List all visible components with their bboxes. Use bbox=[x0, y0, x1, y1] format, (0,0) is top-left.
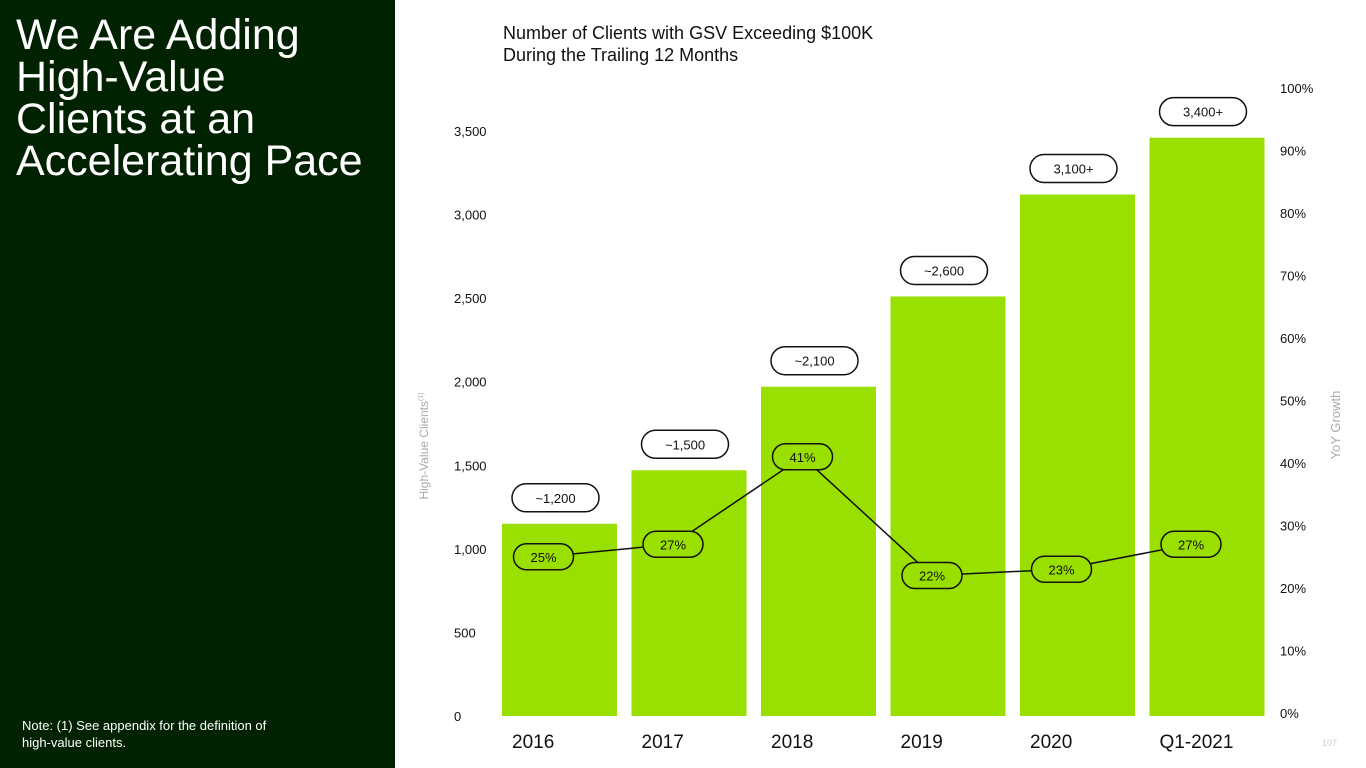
x-tick-label: 2016 bbox=[512, 732, 554, 753]
growth-point bbox=[771, 443, 834, 471]
growth-point bbox=[642, 530, 704, 558]
x-tick-label: 2018 bbox=[771, 732, 813, 753]
value-callout bbox=[640, 429, 730, 460]
left-axis-tick-label: 1,000 bbox=[454, 542, 487, 557]
x-tick-label: 2017 bbox=[642, 732, 684, 753]
right-axis-tick-label: 50% bbox=[1280, 394, 1306, 409]
chart-title: Number of Clients with GSV Exceeding $10… bbox=[503, 23, 874, 65]
right-axis-tick-label: 30% bbox=[1280, 519, 1306, 534]
left-axis-tick-label: 500 bbox=[454, 625, 476, 640]
growth-point bbox=[901, 561, 963, 590]
bar bbox=[761, 386, 876, 716]
right-axis-tick-label: 90% bbox=[1280, 144, 1306, 159]
value-callout bbox=[899, 255, 989, 286]
left-axis-tick-label: 2,000 bbox=[454, 375, 487, 390]
page-number: 107 bbox=[1322, 738, 1338, 748]
right-axis-tick-label: 10% bbox=[1280, 644, 1306, 659]
right-axis-tick-label: 70% bbox=[1280, 269, 1306, 284]
growth-point bbox=[1030, 555, 1093, 583]
data-label: ~1,500 bbox=[665, 437, 705, 452]
footnote: Note: (1) See appendix for the definitio… bbox=[22, 718, 267, 750]
bar bbox=[1149, 137, 1265, 716]
value-callout bbox=[1029, 153, 1118, 184]
data-label: ~1,200 bbox=[535, 491, 575, 506]
left-axis-tick-label: 2,500 bbox=[454, 291, 487, 306]
value-callout bbox=[1158, 96, 1248, 127]
right-axis-tick-label: 60% bbox=[1280, 331, 1306, 346]
left-axis-tick-label: 3,500 bbox=[454, 124, 487, 139]
left-axis-label: High-Value Clients(1) bbox=[417, 392, 431, 499]
growth-label: 22% bbox=[919, 569, 945, 584]
growth-label: 41% bbox=[789, 450, 815, 465]
x-tick-label: 2020 bbox=[1030, 732, 1072, 753]
right-axis-tick-label: 20% bbox=[1280, 581, 1306, 596]
data-label: 3,400+ bbox=[1183, 105, 1223, 120]
right-axis-tick-label: 40% bbox=[1280, 456, 1306, 471]
growth-label: 27% bbox=[1178, 537, 1204, 552]
right-axis-tick-label: 100% bbox=[1280, 81, 1314, 96]
growth-label: 27% bbox=[660, 537, 686, 552]
bar bbox=[631, 470, 747, 716]
growth-point bbox=[512, 543, 575, 571]
data-label: 3,100+ bbox=[1053, 162, 1093, 177]
slide-title: We Are Adding High-Value Clients at an A… bbox=[16, 11, 363, 185]
left-axis-tick-label: 0 bbox=[454, 709, 461, 724]
data-label: ~2,600 bbox=[924, 263, 964, 278]
growth-label: 23% bbox=[1048, 562, 1074, 577]
growth-point bbox=[1160, 530, 1222, 558]
x-tick-label: Q1-2021 bbox=[1160, 732, 1234, 753]
growth-label: 25% bbox=[530, 550, 556, 565]
value-callout bbox=[511, 483, 600, 513]
data-label: ~2,100 bbox=[794, 354, 834, 369]
title-panel: We Are Adding High-Value Clients at an A… bbox=[0, 0, 395, 768]
x-tick-label: 2019 bbox=[901, 732, 943, 753]
bar bbox=[1020, 194, 1135, 716]
left-axis-tick-label: 1,500 bbox=[454, 458, 487, 473]
value-callout bbox=[770, 345, 859, 376]
right-axis-label: YoY Growth bbox=[1328, 391, 1343, 460]
left-axis-tick-label: 3,000 bbox=[454, 208, 487, 223]
right-axis-tick-label: 80% bbox=[1280, 206, 1306, 221]
right-axis-tick-label: 0% bbox=[1280, 706, 1299, 721]
bar bbox=[890, 296, 1006, 716]
